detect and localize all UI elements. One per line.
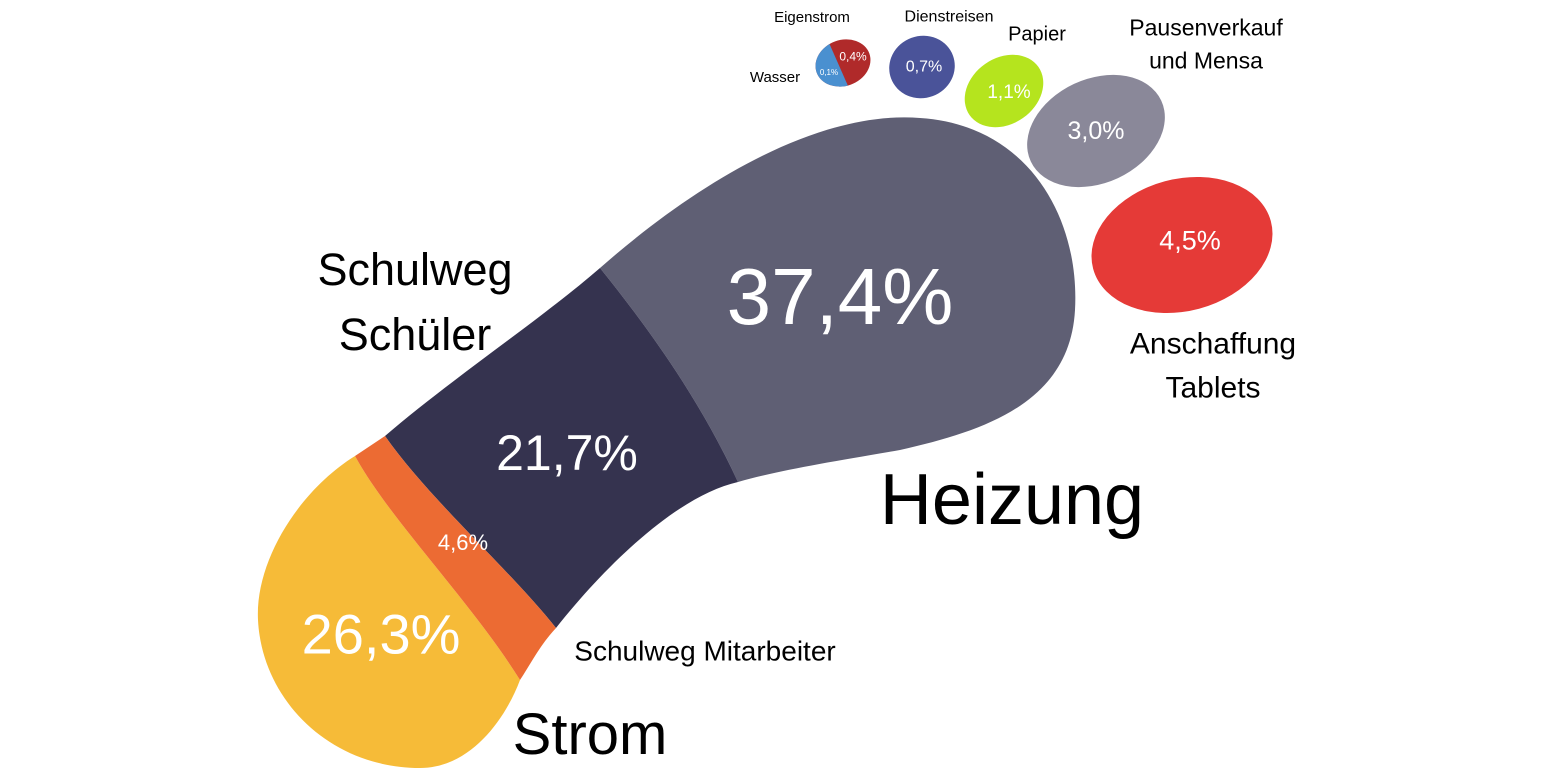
value-label: 1,1% — [987, 82, 1031, 104]
toe — [1091, 176, 1273, 314]
category-label: Pausenverkauf und Mensa — [1129, 14, 1283, 74]
segment — [355, 436, 556, 680]
value-label: 21,7% — [496, 424, 638, 481]
value-label: 4,6% — [437, 530, 489, 556]
segment — [385, 268, 738, 628]
value-label: 37,4% — [726, 252, 954, 341]
category-label: Eigenstrom — [774, 9, 850, 27]
segment — [600, 117, 1076, 482]
category-label: Dienstreisen — [904, 8, 994, 26]
category-label: Papier — [1008, 23, 1066, 46]
toe — [964, 54, 1044, 128]
segment — [257, 456, 520, 768]
category-label: Strom — [512, 701, 668, 767]
toe — [1027, 74, 1165, 188]
category-label: Heizung — [879, 459, 1145, 540]
value-label: 26,3% — [301, 602, 461, 666]
category-label: Wasser — [749, 69, 801, 87]
category-label: Anschaffung Tablets — [1129, 327, 1297, 405]
value-label: 4,5% — [1159, 225, 1221, 256]
category-label: Schulweg Mitarbeiter — [574, 635, 836, 667]
value-label: 0,4% — [839, 49, 867, 64]
toe — [889, 35, 955, 99]
value-label: 3,0% — [1067, 116, 1125, 145]
category-label: Schulweg Schüler — [317, 243, 513, 360]
value-label: 0,1% — [819, 68, 839, 78]
value-label: 0,7% — [905, 58, 943, 76]
